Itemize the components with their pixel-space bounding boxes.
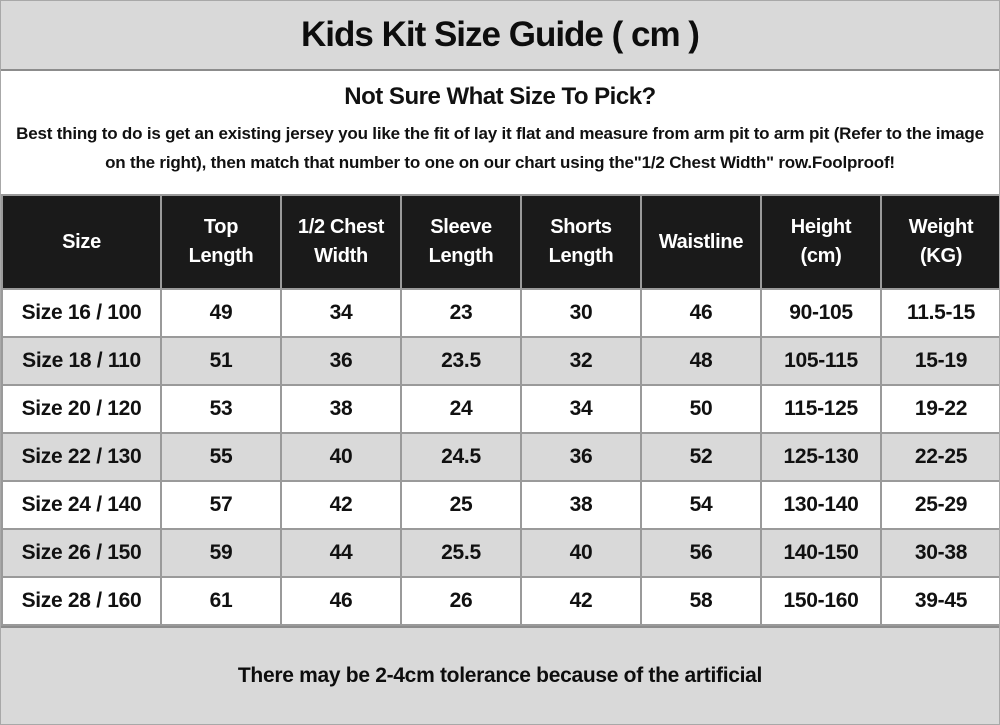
value-cell: 34 — [520, 384, 642, 434]
info-heading: Not Sure What Size To Pick? — [344, 83, 656, 110]
value-cell: 90-105 — [760, 288, 882, 338]
value-cell: 61 — [160, 576, 282, 626]
value-cell: 50 — [640, 384, 762, 434]
info-section: Not Sure What Size To Pick? Best thing t… — [1, 71, 999, 194]
column-header: Weight (KG) — [880, 194, 999, 290]
column-header: Shorts Length — [520, 194, 642, 290]
value-cell: 125-130 — [760, 432, 882, 482]
column-header: 1/2 Chest Width — [280, 194, 402, 290]
value-cell: 58 — [640, 576, 762, 626]
value-cell: 140-150 — [760, 528, 882, 578]
value-cell: 36 — [280, 336, 402, 386]
value-cell: 57 — [160, 480, 282, 530]
size-cell: Size 26 / 150 — [1, 528, 162, 578]
table-body: Size 16 / 100 49 34 23 30 46 90-105 11.5-15 Size… — [1, 288, 999, 626]
column-header: Size — [1, 194, 162, 290]
value-cell: 53 — [160, 384, 282, 434]
table-row: Size 18 / 110 51 36 23.5 32 48 105-115 15-19 — [1, 336, 999, 386]
value-cell: 32 — [520, 336, 642, 386]
size-cell: Size 28 / 160 — [1, 576, 162, 626]
value-cell: 59 — [160, 528, 282, 578]
value-cell: 52 — [640, 432, 762, 482]
footer-note: There may be 2-4cm tolerance because of … — [1, 626, 999, 724]
value-cell: 25-29 — [880, 480, 999, 530]
value-cell: 15-19 — [880, 336, 999, 386]
value-cell: 39-45 — [880, 576, 999, 626]
value-cell: 38 — [280, 384, 402, 434]
size-cell: Size 18 / 110 — [1, 336, 162, 386]
table-row: Size 16 / 100 49 34 23 30 46 90-105 11.5-15 — [1, 288, 999, 338]
value-cell: 30-38 — [880, 528, 999, 578]
title-bar: Kids Kit Size Guide ( cm ) — [1, 1, 999, 71]
value-cell: 55 — [160, 432, 282, 482]
size-cell: Size 24 / 140 — [1, 480, 162, 530]
value-cell: 30 — [520, 288, 642, 338]
value-cell: 34 — [280, 288, 402, 338]
size-cell: Size 16 / 100 — [1, 288, 162, 338]
value-cell: 22-25 — [880, 432, 999, 482]
value-cell: 44 — [280, 528, 402, 578]
table-row: Size 20 / 120 53 38 24 34 50 115-125 19-22 — [1, 384, 999, 434]
table-header: Size Top Length 1/2 Chest Width Sleeve Leng… — [1, 194, 999, 290]
header-row: Size Top Length 1/2 Chest Width Sleeve Leng… — [1, 194, 999, 290]
value-cell: 23 — [400, 288, 522, 338]
table-row: Size 28 / 160 61 46 26 42 58 150-160 39-45 — [1, 576, 999, 626]
value-cell: 26 — [400, 576, 522, 626]
column-header: Sleeve Length — [400, 194, 522, 290]
value-cell: 24.5 — [400, 432, 522, 482]
value-cell: 19-22 — [880, 384, 999, 434]
table-row: Size 24 / 140 57 42 25 38 54 130-140 25-29 — [1, 480, 999, 530]
value-cell: 130-140 — [760, 480, 882, 530]
value-cell: 25 — [400, 480, 522, 530]
column-header: Height (cm) — [760, 194, 882, 290]
page-title: Kids Kit Size Guide ( cm ) — [301, 15, 700, 54]
info-body: Best thing to do is get an existing jers… — [16, 124, 984, 172]
value-cell: 115-125 — [760, 384, 882, 434]
footer-text: There may be 2-4cm tolerance because of … — [237, 664, 763, 687]
value-cell: 150-160 — [760, 576, 882, 626]
value-cell: 54 — [640, 480, 762, 530]
size-cell: Size 22 / 130 — [1, 432, 162, 482]
value-cell: 105-115 — [760, 336, 882, 386]
value-cell: 42 — [280, 480, 402, 530]
value-cell: 36 — [520, 432, 642, 482]
size-cell: Size 20 / 120 — [1, 384, 162, 434]
column-header: Top Length — [160, 194, 282, 290]
value-cell: 56 — [640, 528, 762, 578]
table-row: Size 26 / 150 59 44 25.5 40 56 140-150 30-38 — [1, 528, 999, 578]
value-cell: 46 — [640, 288, 762, 338]
value-cell: 24 — [400, 384, 522, 434]
value-cell: 23.5 — [400, 336, 522, 386]
size-table: Size Top Length 1/2 Chest Width Sleeve Leng… — [1, 194, 999, 626]
value-cell: 46 — [280, 576, 402, 626]
value-cell: 42 — [520, 576, 642, 626]
value-cell: 40 — [520, 528, 642, 578]
column-header: Waistline — [640, 194, 762, 290]
value-cell: 49 — [160, 288, 282, 338]
value-cell: 38 — [520, 480, 642, 530]
value-cell: 25.5 — [400, 528, 522, 578]
table-row: Size 22 / 130 55 40 24.5 36 52 125-130 22-25 — [1, 432, 999, 482]
value-cell: 11.5-15 — [880, 288, 999, 338]
value-cell: 51 — [160, 336, 282, 386]
value-cell: 48 — [640, 336, 762, 386]
value-cell: 40 — [280, 432, 402, 482]
